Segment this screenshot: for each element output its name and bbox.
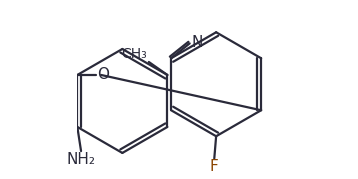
Text: O: O bbox=[97, 67, 109, 83]
Text: F: F bbox=[210, 159, 219, 175]
Text: N: N bbox=[192, 35, 203, 50]
Text: NH₂: NH₂ bbox=[67, 152, 96, 167]
Text: CH₃: CH₃ bbox=[121, 47, 147, 61]
